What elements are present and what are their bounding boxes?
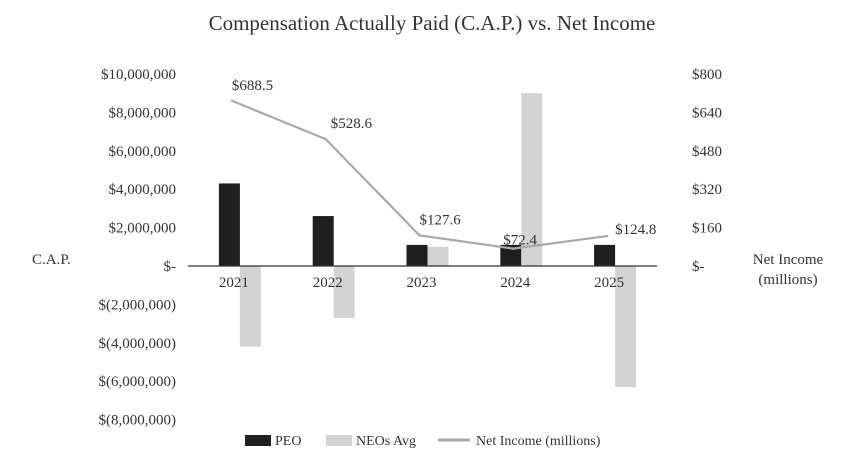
net-income-data-label-2024: $72.4 (503, 233, 537, 249)
net-income-data-label-2021: $688.5 (232, 78, 273, 94)
category-label-2024: 2024 (500, 275, 531, 291)
net-income-point-2023 (418, 234, 421, 237)
right-tick-label: $800 (692, 67, 722, 83)
category-labels: 2021 2022 2023 2024 2025 (219, 275, 624, 291)
bar-peo-2025 (594, 244, 616, 266)
category-label-2023: 2023 (407, 275, 437, 291)
right-axis-ticks: $800 $640 $480 $320 $160 $- (692, 67, 722, 275)
legend-label-net-income: Net Income (millions) (476, 434, 601, 449)
net-income-data-labels: $688.5 $528.6 $127.6 $72.4 $124.8 (232, 78, 656, 249)
legend-swatch-peo (245, 435, 271, 446)
right-axis-title-line-2: (millions) (758, 272, 817, 288)
right-tick-label: $320 (692, 182, 722, 198)
bar-neos-avg-2025 (615, 266, 637, 387)
left-axis-title: C.A.P. (32, 252, 71, 268)
net-income-point-2025 (605, 234, 609, 238)
left-tick-label: $- (164, 259, 177, 275)
left-tick-label: $(2,000,000) (99, 297, 177, 313)
net-income-line-group (230, 99, 609, 250)
left-tick-label: $8,000,000 (109, 105, 177, 121)
bars-group (218, 93, 637, 387)
category-label-2022: 2022 (313, 275, 343, 291)
bar-peo-2024 (500, 244, 522, 266)
legend: PEO NEOs Avg Net Income (millions) (245, 434, 601, 449)
left-axis-ticks: $10,000,000 $8,000,000 $6,000,000 $4,000,00… (99, 67, 177, 429)
left-tick-label: $6,000,000 (109, 144, 177, 160)
category-label-2021: 2021 (219, 275, 249, 291)
left-tick-label: $10,000,000 (101, 67, 176, 83)
right-axis-title-line-1: Net Income (753, 252, 824, 268)
chart-title: Compensation Actually Paid (C.A.P.) vs. … (209, 11, 656, 35)
left-tick-label: $(4,000,000) (99, 336, 177, 352)
right-tick-label: $640 (692, 105, 722, 121)
left-tick-label: $(6,000,000) (99, 374, 177, 390)
left-tick-label: $2,000,000 (109, 221, 177, 237)
bar-neos-avg-2022 (333, 266, 355, 318)
left-tick-label: $4,000,000 (109, 182, 177, 198)
net-income-data-label-2023: $127.6 (420, 212, 462, 228)
legend-swatch-neos-avg (326, 435, 352, 446)
category-label-2025: 2025 (594, 275, 624, 291)
net-income-data-label-2022: $528.6 (331, 116, 373, 132)
bar-neos-avg-2021 (239, 266, 261, 347)
net-income-point-2021 (230, 99, 234, 102)
legend-label-peo: PEO (275, 434, 301, 449)
net-income-point-2022 (324, 137, 327, 141)
net-income-data-label-2025: $124.8 (615, 222, 656, 238)
bar-neos-avg-2024 (521, 93, 543, 266)
bar-peo-2022 (312, 216, 334, 266)
left-tick-label: $(8,000,000) (99, 413, 177, 429)
net-income-point-2024 (512, 247, 515, 250)
bar-neos-avg-2023 (427, 246, 449, 266)
right-tick-label: $- (692, 259, 705, 275)
right-tick-label: $480 (692, 144, 722, 160)
right-tick-label: $160 (692, 221, 722, 237)
legend-label-neos-avg: NEOs Avg (356, 434, 416, 449)
bar-peo-2021 (218, 183, 240, 266)
bar-peo-2023 (406, 244, 428, 266)
